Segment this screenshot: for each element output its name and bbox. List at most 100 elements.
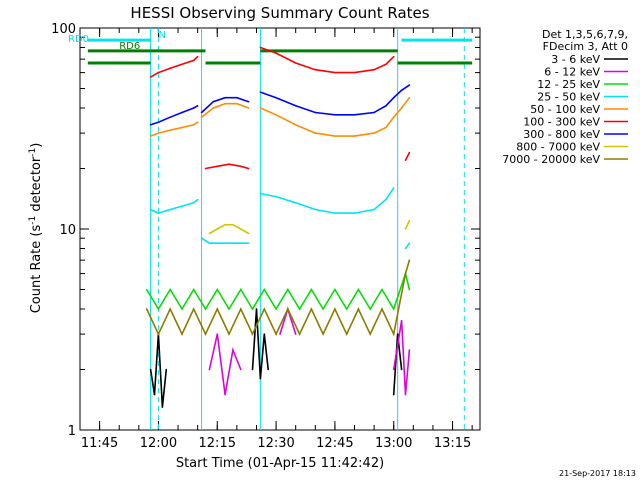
series-point [181,205,183,207]
series-point [263,308,266,310]
series-point [181,63,183,66]
plot-frame [79,27,481,431]
series-point [239,308,242,310]
ylabel-end: ) [29,143,44,148]
series-point [408,96,411,99]
svg-text:Count Rate (s-1 detector-1): Count Rate (s-1 detector-1) [28,143,44,314]
series-point [200,111,203,114]
series-point [369,308,371,310]
series-point [294,123,297,126]
series-point [216,308,219,310]
x-tick-label: 12:45 [316,436,353,451]
y-tick-label: 100 [51,22,76,37]
series-group [145,46,411,408]
legend-label: 12 - 25 keV [537,78,600,91]
series-point [232,223,234,226]
series-point [236,96,238,99]
legend-label: 3 - 6 keV [551,53,600,66]
series-point [149,208,152,211]
series-point [181,333,183,335]
series-point [145,308,148,310]
series-line [404,152,411,161]
series-point [169,116,171,118]
series-line [208,333,242,395]
series-point [212,107,215,109]
flag-label: RD6 [119,41,140,52]
series-point [275,195,277,198]
series-point [220,242,222,244]
series-point [224,96,226,99]
series-point [392,393,395,396]
legend-label: 7000 - 20000 keV [502,153,600,166]
series-point [149,76,152,78]
series-point [208,232,211,235]
series-point [243,242,246,244]
series-point [165,368,168,371]
series-point [400,319,403,322]
series-line [404,220,411,230]
series-point [153,393,156,396]
series-point [247,167,250,170]
series-point [263,333,266,335]
series-point [310,308,313,310]
series-point [208,368,211,371]
series-point [314,132,317,134]
series-point [392,308,395,310]
series-point [408,84,411,86]
series-point [181,308,183,310]
series-point [385,126,387,129]
series-point [404,228,407,230]
series-point [373,68,375,71]
series-point [396,333,399,335]
series-point [322,333,324,335]
x-tick-label: 13:00 [375,436,412,451]
series-point [294,105,297,107]
series-point [334,212,336,214]
series-line [150,105,198,126]
series-point [247,242,250,244]
timestamp: 21-Sep-2017 18:13 [559,469,636,478]
series-point [385,63,387,66]
series-point [404,159,407,161]
series-point [287,288,289,291]
series-line [393,84,410,99]
series-point [236,102,238,105]
series-point [373,208,375,211]
series-line [201,237,249,244]
series-point [255,308,258,310]
series-point [287,308,289,310]
series-point [149,135,152,137]
x-tick-label: 12:30 [257,436,294,451]
series-point [169,308,171,310]
series-point [239,288,242,291]
series-point [275,52,277,54]
series-point [169,208,171,211]
series-point [239,368,242,371]
series-point [216,228,219,230]
x-axis-label: Start Time (01-Apr-15 11:42:42) [176,456,384,471]
series-point [408,288,411,291]
series-point [385,198,387,201]
chart-title: HESSI Observing Summary Count Rates [130,4,429,22]
series-point [404,393,407,396]
series-point [247,100,250,103]
y-tick-label: 1 [68,424,76,439]
series-point [149,368,152,371]
series-point [204,333,207,335]
series-point [192,288,195,291]
series-point [200,237,203,239]
legend-header-2: FDecim 3, Att 0 [543,40,628,53]
series-point [400,107,403,109]
series-point [216,288,219,291]
x-tick-label: 11:45 [81,436,118,451]
series-point [196,105,199,107]
x-tick-label: 13:15 [434,436,471,451]
legend-label: 50 - 100 keV [530,103,600,116]
series-point [275,96,277,99]
series-point [224,223,226,226]
series-line [260,91,395,116]
series-point [228,163,230,166]
series-point [192,202,195,204]
series-point [232,242,234,244]
